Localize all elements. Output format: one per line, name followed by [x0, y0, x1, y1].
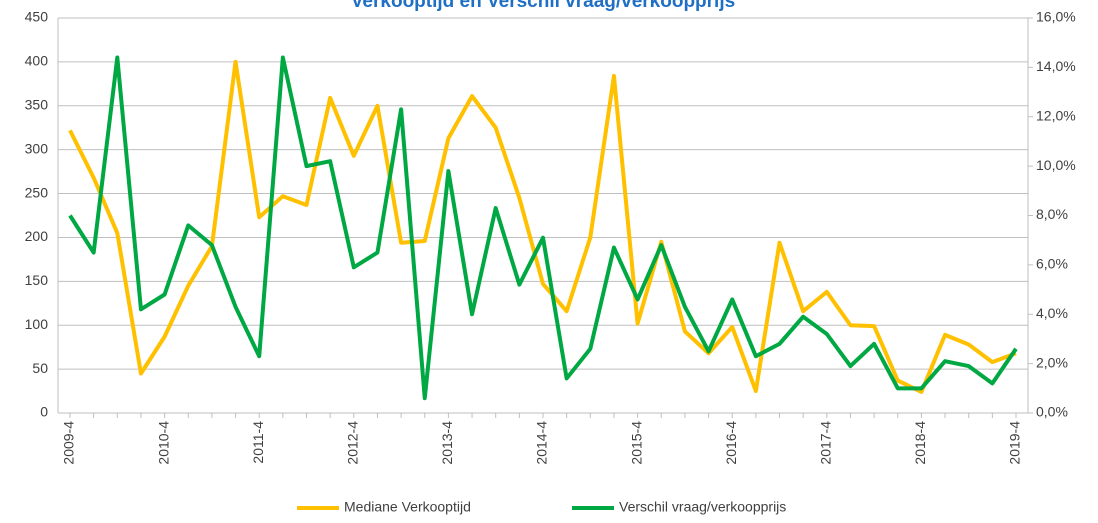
x-tick-label: 2015-4: [628, 421, 644, 465]
y-tick-label: 450: [25, 9, 49, 25]
series-line: [68, 59, 1017, 394]
y-tick-label: 350: [25, 96, 49, 112]
legend-label: Mediane Verkooptijd: [344, 499, 471, 515]
y-tick-label: 50: [32, 360, 48, 376]
x-tick-label: 2014-4: [534, 421, 550, 465]
y2-tick-label: 4,0%: [1036, 305, 1068, 321]
y2-tick-label: 10,0%: [1036, 157, 1076, 173]
y2-tick-label: 8,0%: [1036, 206, 1068, 222]
y2-tick-label: 14,0%: [1036, 58, 1076, 74]
y-tick-label: 300: [25, 140, 49, 156]
x-tick-label: 2009-4: [61, 421, 77, 465]
y2-tick-label: 6,0%: [1036, 256, 1068, 272]
y2-tick-label: 16,0%: [1036, 9, 1076, 25]
y2-tick-label: 2,0%: [1036, 354, 1068, 370]
y2-tick-label: 0,0%: [1036, 404, 1068, 420]
x-tick-label: 2017-4: [818, 421, 834, 465]
y-tick-label: 400: [25, 53, 49, 69]
x-tick-label: 2012-4: [345, 421, 361, 465]
series-line: [68, 55, 1018, 401]
y-tick-label: 0: [40, 404, 48, 420]
y-tick-label: 100: [25, 316, 49, 332]
y2-tick-label: 12,0%: [1036, 107, 1076, 123]
x-tick-label: 2016-4: [723, 421, 739, 465]
x-tick-label: 2018-4: [912, 421, 928, 465]
legend-label: Verschil vraag/verkoopprijs: [619, 499, 786, 515]
y-tick-label: 150: [25, 272, 49, 288]
x-tick-label: 2013-4: [439, 421, 455, 465]
chart-title: Verkooptijd en Verschil vraag/verkooppri…: [351, 0, 735, 12]
y-tick-label: 250: [25, 184, 49, 200]
x-tick-label: 2010-4: [155, 421, 171, 465]
y-tick-label: 200: [25, 228, 49, 244]
x-tick-label: 2011-4: [250, 421, 266, 464]
x-tick-label: 2019-4: [1007, 421, 1023, 465]
